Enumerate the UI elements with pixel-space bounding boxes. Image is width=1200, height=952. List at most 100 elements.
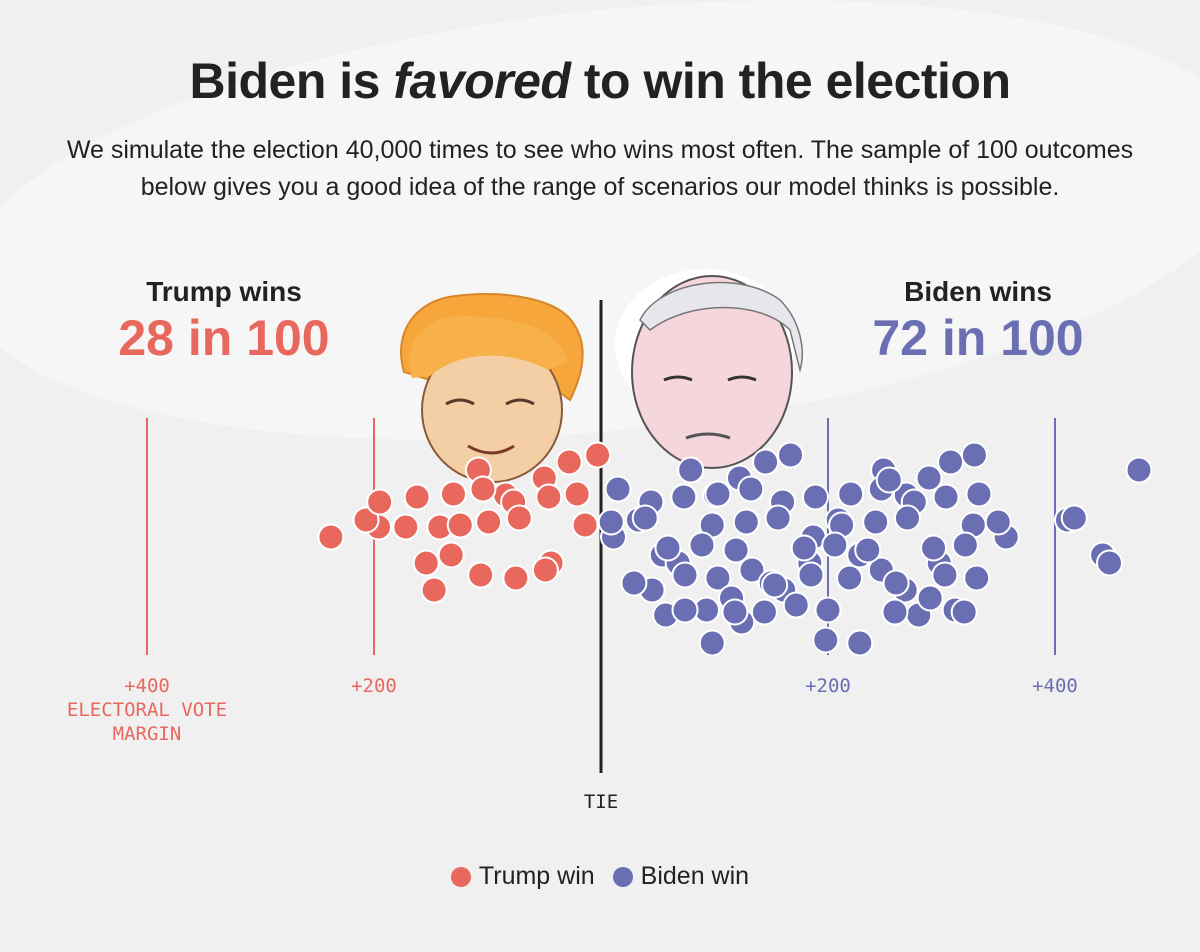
tick-label: +200	[351, 675, 397, 697]
biden-win-dot	[620, 569, 648, 597]
trump-win-dot	[531, 556, 559, 584]
biden-win-dot	[950, 598, 978, 626]
legend-label-trump: Trump win	[478, 862, 595, 890]
trump-win-dot-icon	[450, 866, 471, 887]
biden-win-dot	[821, 531, 849, 559]
tick-label: +200	[805, 675, 851, 697]
biden-win-dot	[882, 569, 910, 597]
biden-win-dot	[597, 508, 625, 536]
biden-win-dot	[836, 564, 864, 592]
biden-win-dot	[704, 564, 732, 592]
biden-win-dot	[737, 475, 765, 503]
biden-win-dot	[777, 441, 805, 469]
trump-win-dot	[467, 561, 495, 589]
biden-wins-value: 72 in 100	[872, 310, 1084, 366]
legend-item-trump: Trump win	[450, 862, 595, 891]
biden-wins-label: Biden wins	[904, 276, 1052, 307]
biden-win-dot	[782, 591, 810, 619]
trump-win-dot	[505, 504, 533, 532]
biden-win-dot	[862, 508, 890, 536]
legend-label-biden: Biden win	[640, 862, 750, 890]
legend: Trump win Biden win	[0, 862, 1200, 891]
trump-win-dot	[352, 506, 380, 534]
biden-win-dot	[893, 504, 921, 532]
biden-win-dot	[984, 508, 1012, 536]
biden-win-dot	[915, 464, 943, 492]
trump-wins-label: Trump wins	[146, 276, 302, 307]
biden-win-dot	[688, 531, 716, 559]
legend-item-biden: Biden win	[612, 862, 750, 891]
biden-win-dot	[920, 534, 948, 562]
biden-win-dot	[1060, 504, 1088, 532]
trump-win-dot	[439, 480, 467, 508]
biden-win-dot	[797, 561, 825, 589]
biden-win-dot	[631, 504, 659, 532]
trump-win-dot	[446, 511, 474, 539]
tick-label: +400	[1032, 675, 1078, 697]
biden-win-dot	[671, 596, 699, 624]
biden-win-dot	[814, 596, 842, 624]
biden-win-dot	[812, 626, 840, 654]
biden-win-dot	[604, 475, 632, 503]
biden-win-dot	[671, 561, 699, 589]
tick-label-tie: TIE	[584, 791, 618, 813]
page-title: Biden is favored to win the election	[189, 53, 1011, 109]
biden-win-dot	[790, 534, 818, 562]
trump-win-dot	[571, 511, 599, 539]
trump-win-dot	[584, 441, 612, 469]
biden-win-dot	[875, 466, 903, 494]
axis-title-line: MARGIN	[113, 723, 182, 745]
biden-win-dot	[738, 556, 766, 584]
biden-win-dot	[722, 536, 750, 564]
biden-win-dot	[963, 564, 991, 592]
biden-win-dot	[931, 561, 959, 589]
trump-win-dot	[475, 508, 503, 536]
biden-win-dot	[752, 448, 780, 476]
biden-win-dot	[654, 534, 682, 562]
trump-win-dot	[535, 483, 563, 511]
outcome-dots	[317, 441, 1153, 657]
biden-win-dot	[698, 629, 726, 657]
tick-label: +400	[124, 675, 170, 697]
biden-win-dot	[951, 531, 979, 559]
trump-win-dot	[502, 564, 530, 592]
trump-win-dot	[555, 448, 583, 476]
trump-caricature	[400, 293, 584, 483]
biden-win-dot	[750, 598, 778, 626]
biden-win-dot	[704, 480, 732, 508]
biden-win-dot-icon	[612, 866, 633, 887]
biden-win-dot	[677, 456, 705, 484]
trump-win-dot	[437, 541, 465, 569]
trump-win-dot	[469, 475, 497, 503]
biden-win-dot	[761, 571, 789, 599]
biden-win-dot	[1095, 549, 1123, 577]
page-subtitle: We simulate the election 40,000 times to…	[66, 136, 1134, 201]
axis-title-line: ELECTORAL VOTE	[67, 699, 227, 721]
biden-win-dot	[846, 629, 874, 657]
biden-win-dot	[960, 441, 988, 469]
biden-win-dot	[965, 480, 993, 508]
biden-win-dot	[764, 504, 792, 532]
biden-win-dot	[881, 598, 909, 626]
biden-win-dot	[937, 448, 965, 476]
biden-win-dot	[932, 483, 960, 511]
biden-win-dot	[1125, 456, 1153, 484]
trump-win-dot	[403, 483, 431, 511]
biden-win-dot	[854, 536, 882, 564]
biden-win-dot	[802, 483, 830, 511]
biden-win-dot	[837, 480, 865, 508]
biden-win-dot	[916, 584, 944, 612]
trump-win-dot	[563, 480, 591, 508]
trump-win-dot	[412, 549, 440, 577]
trump-wins-value: 28 in 100	[118, 310, 330, 366]
biden-win-dot	[721, 598, 749, 626]
biden-caricature	[615, 269, 803, 469]
trump-win-dot	[420, 576, 448, 604]
biden-win-dot	[732, 508, 760, 536]
trump-win-dot	[366, 488, 394, 516]
trump-win-dot	[317, 523, 345, 551]
biden-win-dot	[670, 483, 698, 511]
trump-win-dot	[392, 513, 420, 541]
